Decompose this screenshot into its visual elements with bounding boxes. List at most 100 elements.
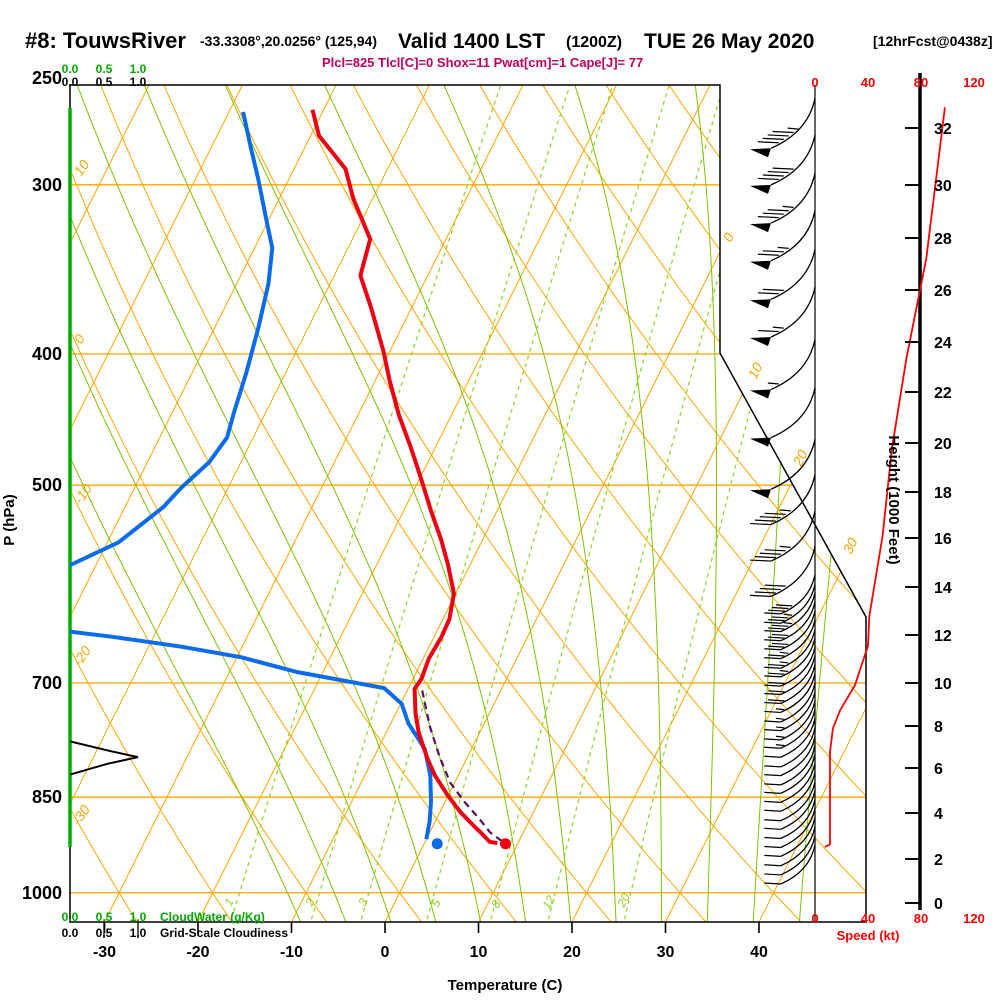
wind-barb-staff [770,474,816,526]
isotherm-line [571,85,866,922]
wind-barb-staff [780,844,816,885]
wind-barb-feather [771,624,789,627]
wind-barb-half-feather [775,708,785,711]
isotherm-edge-label: 20 [789,447,811,469]
height-tick-label: 10 [934,676,952,693]
wind-barb-half-feather [775,735,785,738]
wind-barb-flag [750,337,771,347]
wind-barb-flag [750,489,771,499]
wind-barb-staff [780,574,816,615]
wind-barb-staff [770,339,816,391]
mixing-ratio-label: 1 [221,896,237,908]
wind-barb [764,592,816,633]
wind-barb-feather [772,167,794,170]
forecast-tag: [12hrFcst@0438z] [873,33,992,49]
wind-barb-feather [768,681,785,685]
wind-barb-feather [768,627,785,630]
dry-adiabat-line [199,85,866,922]
valid-zulu: (1200Z) [566,34,622,51]
moist-adiabat-line [70,85,304,922]
wind-barb-feather [764,701,781,705]
dry-adiabat-edge-label: -30 [68,802,93,828]
wind-barb [764,574,816,615]
wind-barb-staff [780,664,816,705]
speed-scale-bottom-label: 80 [914,911,928,926]
wind-barb-feather [771,642,789,646]
wind-barb-flag [750,184,771,194]
wind-barb [764,844,816,885]
height-tick-label: 22 [934,385,952,402]
wind-barb-feather [764,783,781,786]
wind-barb-staff [780,610,816,651]
wind-barb-staff [780,718,816,758]
wind-barb-feather [772,130,794,134]
cloudiness-scale-bottom: 1.0 [130,926,147,940]
dry-adiabat-line [306,85,866,922]
wind-barb-feather [764,873,781,876]
height-tick-label: 16 [934,531,952,548]
wind-barb [750,210,816,270]
wind-barb-staff [780,673,816,714]
wind-barb-staff [780,727,816,768]
wind-barb-staff [780,835,816,876]
temperature-tick-label: 0 [381,944,390,961]
wind-barb [764,664,816,705]
cloudiness-scale-bottom: 0.5 [96,926,113,940]
cloudiness-axis-title: Grid-Scale Cloudiness [160,926,288,940]
mixing-ratio-line [308,85,679,922]
wind-barb-staff [780,781,816,822]
sounding-indices: Plcl=825 Tlcl[C]=0 Shox=11 Pwat[cm]=1 Ca… [322,55,643,70]
speed-axis-title: Speed (kt) [837,928,900,943]
wind-barb-staff [780,817,816,857]
isotherm-edge-label: 0 [719,230,737,244]
wind-barb-feather [762,212,784,215]
moist-adiabat-line [180,85,572,922]
wind-barb-feather [759,516,781,519]
wind-barb-staff [780,754,816,794]
isotherm-line [70,85,430,922]
cloudiness-scale-top: 1.0 [130,75,147,89]
wind-barb [750,439,816,499]
wind-barb-staff [780,745,816,786]
wind-barb-feather [764,755,781,758]
height-tick-label: 0 [934,896,943,913]
wind-barb-feather [764,800,781,803]
height-tick-label: 26 [934,283,952,300]
wind-barb-staff [780,736,816,777]
isotherm-edge-label: 10 [744,360,765,381]
isotherm-edge-label: 30 [839,535,860,556]
moist-adiabat-line [606,85,717,922]
wind-barb-staff [770,172,816,224]
pressure-tick-label: 850 [32,787,62,807]
wind-barb-half-feather [779,545,791,548]
wind-barb-feather [768,609,785,612]
speed-scale-top-label: 0 [811,75,818,90]
height-tick-label: 32 [934,121,952,138]
dewpoint-profile [70,111,433,840]
wind-barb [764,826,816,867]
parcel-path [421,690,507,845]
wind-barb [764,700,816,741]
wind-barb [750,249,816,309]
wind-barb-half-feather [777,246,789,249]
wind-barb-feather [764,827,781,830]
pressure-tick-label: 700 [32,673,62,693]
wind-barb-feather [757,329,779,333]
wind-barb-feather [764,639,781,642]
wind-barb [764,619,816,660]
station-title: #8: TouwsRiver [25,28,186,53]
wind-barb [764,817,816,857]
mixing-ratio-line [358,85,719,922]
valid-date: TUE 26 May 2020 [644,30,814,53]
wind-barb-feather [759,552,781,555]
wind-barb [764,601,816,642]
height-tick-label: 30 [934,178,952,195]
pressure-tick-label: 500 [32,475,62,495]
wind-barb [764,772,816,812]
mixing-ratio-label: 3 [355,896,371,909]
wind-barb-feather [759,587,781,591]
wind-barb-staff [770,546,816,597]
moist-adiabat-line [70,85,349,922]
wind-barb-feather [762,137,784,140]
